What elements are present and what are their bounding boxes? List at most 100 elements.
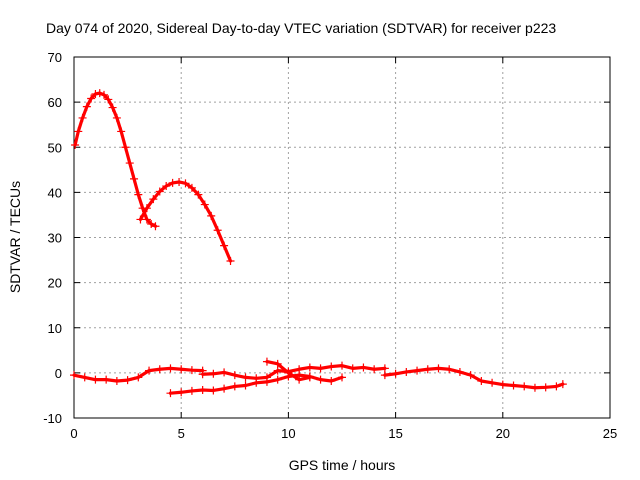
series-low-track-d — [262, 357, 314, 384]
data-point — [155, 187, 164, 196]
data-point — [338, 373, 346, 382]
data-point — [220, 241, 229, 250]
y-tick-label: 30 — [48, 231, 62, 246]
data-point — [187, 366, 196, 375]
data-point — [198, 370, 207, 379]
data-point — [91, 375, 100, 384]
data-point — [162, 182, 171, 191]
data-point — [509, 381, 518, 390]
series-low-track-c — [166, 371, 346, 398]
data-point — [434, 364, 443, 373]
data-point — [95, 89, 104, 98]
data-point — [125, 159, 134, 168]
data-point — [112, 376, 121, 385]
data-point — [316, 375, 325, 384]
data-point — [423, 365, 432, 374]
data-point — [305, 363, 314, 372]
data-point — [100, 90, 109, 99]
data-point — [284, 368, 293, 377]
data-point — [121, 143, 130, 152]
series-low-track-e — [380, 364, 567, 392]
data-point — [209, 386, 218, 395]
data-point — [445, 365, 454, 374]
data-point — [530, 383, 539, 392]
x-tick-label: 10 — [281, 426, 295, 441]
data-point — [108, 103, 117, 112]
data-point — [136, 215, 145, 224]
y-tick-label: -10 — [43, 411, 62, 426]
data-point — [209, 369, 218, 378]
series-line — [73, 91, 158, 228]
data-point — [130, 174, 139, 183]
data-point — [413, 366, 422, 375]
data-point — [147, 219, 156, 228]
data-point — [252, 378, 261, 387]
data-point — [466, 371, 475, 380]
data-point — [187, 183, 196, 192]
x-tick-label: 0 — [70, 426, 77, 441]
data-point — [194, 190, 203, 199]
data-point — [230, 382, 239, 391]
y-tick-label: 40 — [48, 185, 62, 200]
x-tick-label: 5 — [178, 426, 185, 441]
data-point — [168, 178, 177, 187]
data-point — [177, 388, 186, 397]
data-point — [166, 389, 175, 398]
data-point — [220, 368, 229, 377]
data-point — [327, 362, 336, 371]
data-point — [166, 364, 175, 373]
data-point — [488, 378, 497, 387]
x-tick-label: 25 — [603, 426, 617, 441]
data-point — [380, 364, 389, 373]
data-point — [112, 113, 121, 122]
series-line — [383, 366, 565, 390]
data-point — [123, 376, 132, 385]
data-point — [241, 373, 250, 382]
data-point — [87, 94, 96, 103]
data-point — [541, 383, 550, 392]
data-point — [134, 373, 143, 382]
data-point — [380, 371, 389, 380]
axis-ticks: 0 5 10 15 20 25 -10 0 10 20 30 40 50 60 70 — [43, 50, 617, 441]
x-axis-label: GPS time / hours — [289, 457, 396, 473]
data-point — [71, 140, 80, 149]
data-point — [305, 373, 314, 382]
data-series — [70, 89, 567, 398]
data-point — [273, 359, 282, 368]
data-point — [207, 211, 216, 220]
y-tick-label: 0 — [55, 366, 62, 381]
data-point — [200, 200, 209, 209]
data-point — [151, 222, 160, 231]
y-tick-label: 20 — [48, 276, 62, 291]
data-point — [220, 384, 229, 393]
y-axis-label: SDTVAR / TECUs — [7, 181, 23, 293]
data-point — [80, 373, 89, 382]
data-point — [142, 204, 151, 213]
data-point — [230, 371, 239, 380]
data-point — [145, 366, 154, 375]
grid — [74, 57, 610, 418]
data-point — [102, 375, 111, 384]
series-arc-high-early — [71, 89, 160, 231]
series-low-track-b — [198, 361, 389, 383]
data-point — [187, 386, 196, 395]
data-point — [498, 380, 507, 389]
data-point — [338, 361, 346, 370]
data-point — [91, 90, 100, 99]
data-point — [117, 127, 126, 136]
data-point — [455, 367, 464, 376]
series-line — [138, 180, 233, 263]
data-point — [391, 369, 400, 378]
data-point — [552, 382, 561, 391]
data-point — [327, 376, 336, 385]
data-point — [70, 371, 78, 380]
data-point — [402, 367, 411, 376]
y-tick-label: 50 — [48, 140, 62, 155]
data-point — [213, 226, 222, 235]
data-point — [273, 375, 282, 384]
data-point — [149, 195, 158, 204]
data-point — [262, 357, 271, 366]
data-point — [295, 375, 304, 384]
chart-title: Day 074 of 2020, Sidereal Day-to-day VTE… — [46, 20, 556, 36]
